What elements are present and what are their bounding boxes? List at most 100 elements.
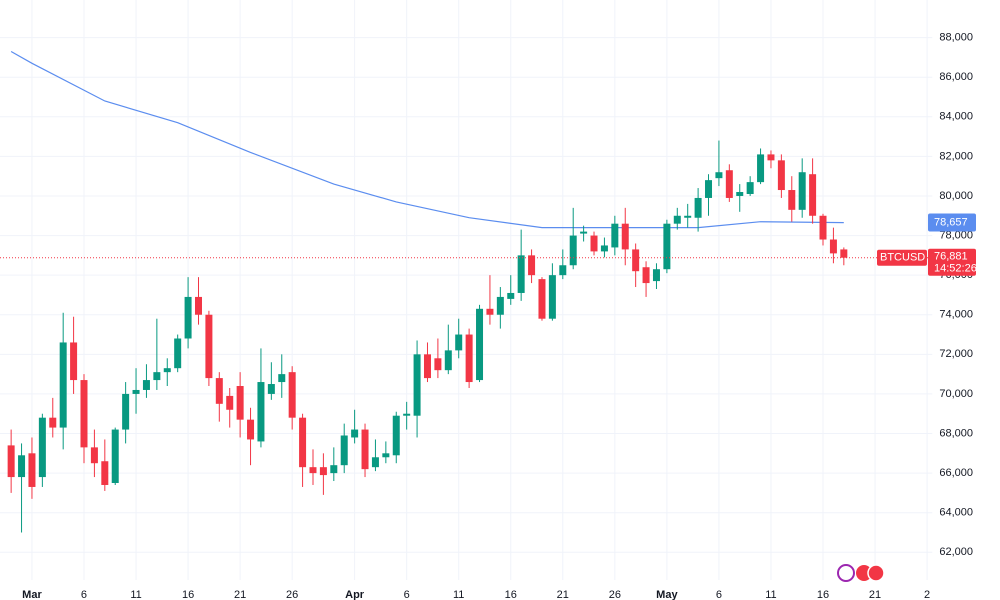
candle-body [205, 314, 213, 379]
candle-body [600, 245, 608, 252]
grid [0, 0, 933, 580]
candle-body [215, 378, 223, 404]
candle-body [736, 192, 744, 196]
candle-body [684, 215, 692, 218]
candle-body [194, 296, 202, 315]
candle-body [840, 249, 848, 258]
candle-body [538, 279, 546, 319]
candle-body [809, 174, 817, 216]
candle-body [413, 354, 421, 416]
candle-body [49, 417, 57, 428]
y-tick-label: 86,000 [939, 71, 973, 83]
candle-body [278, 374, 286, 383]
symbol-label: BTCUSD [880, 252, 925, 264]
y-tick-label: 88,000 [939, 32, 973, 44]
candle-body [153, 372, 161, 381]
candle-body [642, 267, 650, 284]
candle-body [142, 380, 150, 390]
y-tick-label: 74,000 [939, 309, 973, 321]
candle-body [247, 419, 255, 440]
candle-body [70, 342, 78, 381]
candle-body [611, 223, 619, 248]
candle-body [38, 417, 46, 478]
candle-body [829, 239, 837, 254]
y-tick-label: 72,000 [939, 348, 973, 360]
x-tick-label: 16 [182, 589, 194, 600]
candle-body [122, 393, 130, 430]
x-tick-label: 2 [924, 589, 930, 600]
candle-body [559, 265, 567, 276]
x-tick-label: 11 [765, 589, 776, 600]
icon[interactable] [837, 564, 855, 582]
candle-body [798, 172, 806, 210]
y-tick-label: 70,000 [939, 388, 973, 400]
candle-body [340, 435, 348, 466]
toolbar-icons[interactable] [837, 564, 885, 582]
candle-body [111, 429, 119, 484]
candle-body [226, 395, 234, 410]
icon[interactable] [867, 564, 885, 582]
candle-body [715, 172, 723, 179]
candle-body [590, 235, 598, 252]
candle-body [465, 334, 473, 383]
candle-body [330, 465, 338, 474]
candle-body [580, 231, 588, 234]
y-tick-label: 62,000 [939, 546, 973, 558]
x-tick-label: 6 [404, 589, 410, 600]
y-tick-label: 66,000 [939, 467, 973, 479]
candle-body [351, 429, 359, 438]
candle-body [757, 154, 765, 183]
y-tick-label: 64,000 [939, 507, 973, 519]
candle-body [392, 415, 400, 456]
candle-body [371, 457, 379, 468]
candle-body [174, 338, 182, 369]
candle-body [673, 215, 681, 224]
candle-body [767, 154, 775, 161]
candle-body [18, 455, 26, 478]
candle-body [59, 342, 67, 428]
candle-body [434, 358, 442, 371]
candle-body [652, 269, 660, 282]
candle-body [132, 389, 140, 394]
candle-body [621, 223, 629, 250]
candle-body [382, 453, 390, 458]
candle-body [319, 467, 327, 476]
candle-body [7, 445, 15, 478]
candle-body [236, 386, 244, 420]
candle-body [423, 354, 431, 379]
x-tick-label: 26 [286, 589, 298, 600]
ma-tag [928, 213, 976, 232]
candle-body [788, 190, 796, 210]
ma-value-label: 78,657 [934, 216, 968, 228]
candle-body [361, 429, 369, 470]
candle-body [528, 255, 536, 276]
candle-body [486, 308, 494, 315]
candle-body [476, 308, 484, 381]
candle-body [267, 384, 275, 394]
candle-body [299, 417, 307, 468]
x-tick-label: 26 [609, 589, 621, 600]
x-tick-label: 11 [453, 589, 464, 600]
y-tick-label: 80,000 [939, 190, 973, 202]
candle-body [725, 170, 733, 198]
y-tick-label: 78,000 [939, 229, 973, 241]
candle-body [507, 292, 515, 299]
x-tick-label: May [656, 589, 678, 600]
candle-body [163, 368, 171, 373]
candle-body [28, 453, 36, 487]
candle-body [569, 235, 577, 266]
candle-body [819, 215, 827, 240]
candle-body [309, 467, 317, 474]
y-tick-label: 84,000 [939, 111, 973, 123]
candle-body [257, 382, 265, 442]
y-tick-label: 82,000 [939, 150, 973, 162]
candle-body [694, 197, 702, 218]
candle-body [632, 249, 640, 272]
icon[interactable] [856, 565, 872, 581]
candle-body [517, 255, 525, 293]
last-price-label: 76,881 [934, 251, 968, 263]
candle-body [101, 461, 109, 485]
candle-body [444, 350, 452, 371]
x-tick-label: 6 [716, 589, 722, 600]
x-tick-label: Apr [345, 589, 365, 600]
